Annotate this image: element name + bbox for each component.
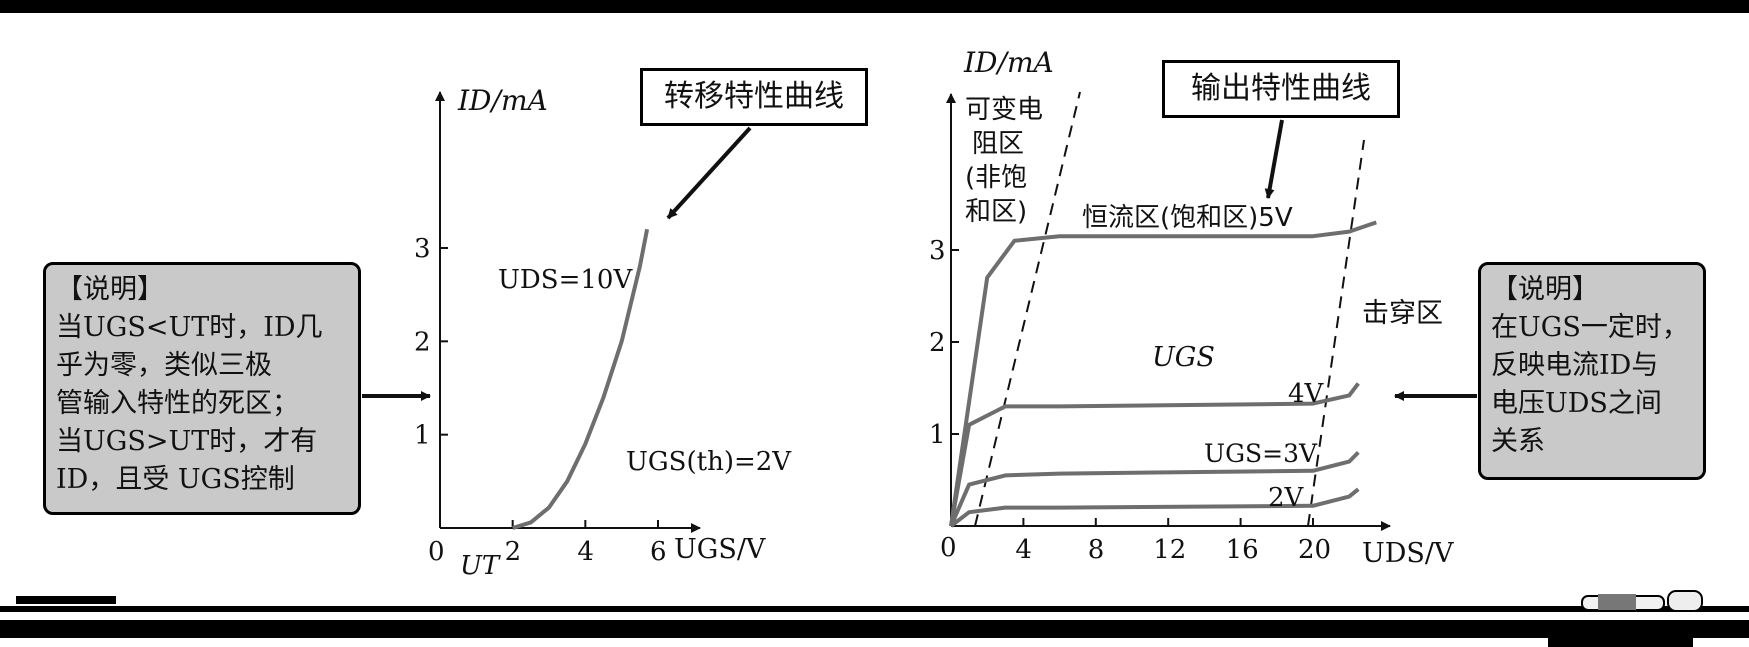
- output-title-arrow: [1264, 119, 1284, 199]
- pinchoff-boundary-line: [974, 91, 1081, 527]
- transfer-origin: 0: [428, 537, 445, 567]
- transfer-y-tick-label: 3: [414, 234, 431, 264]
- transfer-y-axis-label: ID/mA: [457, 84, 548, 117]
- note-left-line-5: 当UGS>UT时，才有: [56, 426, 318, 457]
- transfer-y-tick-label: 2: [414, 327, 431, 357]
- note-right-line-2: 在UGS一定时，: [1491, 312, 1689, 343]
- output-x-tick-label: 16: [1226, 535, 1259, 565]
- note-left: 【说明】 当UGS<UT时，ID几 乎为零，类似三极 管输入特性的死区； 当UG…: [43, 262, 361, 515]
- transfer-x-tick-label: 6: [650, 537, 667, 567]
- bottom-right-block: [1548, 630, 1693, 647]
- output-x-tick-label: 20: [1298, 535, 1331, 565]
- transfer-x-axis-label: UGS/V: [674, 534, 766, 565]
- note-right-line-3: 反映电流ID与: [1491, 350, 1659, 381]
- note-right: 【说明】 在UGS一定时， 反映电流ID与 电压UDS之间 关系: [1478, 262, 1706, 480]
- output-curve-2v: [949, 487, 1360, 528]
- note-left-line-4: 管输入特性的死区；: [56, 388, 299, 419]
- output-x-tick-label: 12: [1153, 535, 1186, 565]
- breakdown-boundary-line: [1307, 139, 1365, 527]
- note-left-line-1: 【说明】: [56, 274, 164, 305]
- transfer-curve: [512, 228, 650, 530]
- transfer-y-tick-label: 1: [414, 421, 431, 451]
- transfer-uds-label: UDS=10V: [498, 265, 633, 295]
- transfer-ut-label: UT: [460, 551, 501, 581]
- note-left-line-3: 乎为零，类似三极: [56, 350, 272, 381]
- curve-label-2v: 2V: [1268, 483, 1305, 513]
- variable-region-line-4: 和区): [965, 197, 1027, 227]
- bottom-left-mark: [16, 596, 116, 604]
- note-right-line-4: 电压UDS之间: [1491, 388, 1662, 419]
- bottom-thick-rule: [0, 620, 1749, 638]
- constant-current-region-label: 恒流区(饱和区)5V: [1082, 203, 1293, 233]
- output-title-box: 输出特性曲线: [1162, 60, 1400, 118]
- output-y-tick-label: 3: [929, 236, 946, 266]
- transfer-title-box: 转移特性曲线: [640, 68, 868, 126]
- curve-label-3v: UGS=3V: [1204, 439, 1318, 468]
- output-x-axis-label: UDS/V: [1362, 538, 1454, 569]
- transfer-ugs-th-label: UGS(th)=2V: [626, 447, 792, 477]
- variable-region-line-1: 可变电: [965, 95, 1043, 125]
- note-right-line-1: 【说明】: [1491, 274, 1599, 305]
- output-y-axis-label: ID/mA: [963, 46, 1054, 79]
- chalk-icon: [1581, 590, 1703, 612]
- curve-label-4v: 4V: [1288, 379, 1325, 409]
- note-left-line-2: 当UGS<UT时，ID几: [56, 312, 323, 343]
- output-title: 输出特性曲线: [1191, 71, 1371, 106]
- top-border: [0, 0, 1749, 13]
- output-y-tick-label: 1: [929, 420, 946, 450]
- transfer-x-tick-label: 2: [505, 537, 522, 567]
- output-curve-3v: [949, 450, 1360, 527]
- variable-region-line-2: 阻区: [972, 129, 1024, 159]
- output-y-tick-label: 2: [929, 328, 946, 358]
- output-curve-4v: [949, 382, 1360, 527]
- note-left-line-6: ID，且受 UGS控制: [56, 464, 295, 495]
- output-curve-5v: [949, 220, 1377, 527]
- bottom-thin-rule: [0, 606, 1749, 612]
- variable-region-line-3: (非饱: [965, 163, 1027, 193]
- output-x-tick-label: 8: [1088, 535, 1105, 565]
- note-right-line-5: 关系: [1491, 426, 1545, 457]
- transfer-title-arrow: [666, 126, 752, 220]
- output-x-tick-label: 4: [1015, 535, 1032, 565]
- output-origin: 0: [940, 533, 957, 563]
- transfer-x-tick-label: 4: [577, 537, 594, 567]
- breakdown-region-label: 击穿区: [1362, 298, 1443, 329]
- output-ugs-label: UGS: [1152, 342, 1215, 373]
- transfer-title: 转移特性曲线: [664, 79, 844, 114]
